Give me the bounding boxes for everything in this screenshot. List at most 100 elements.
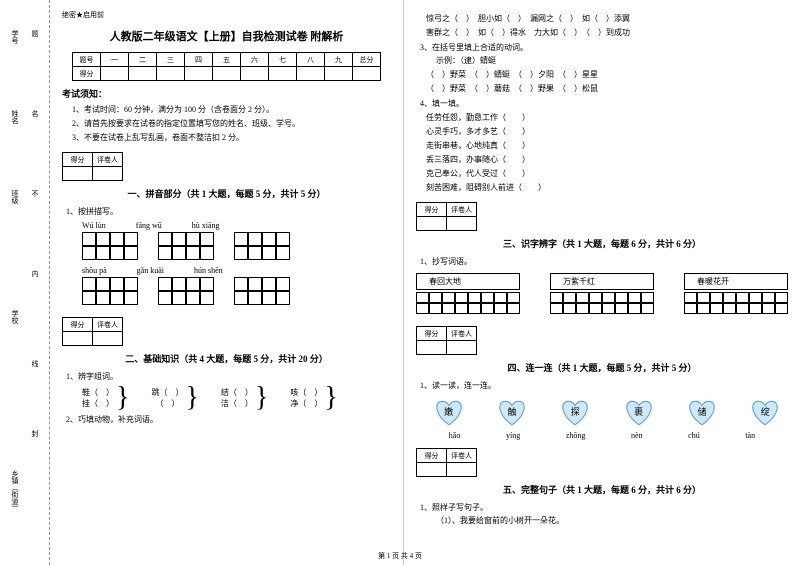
fill-line: 任劳任怨，勤恳工作（ ） xyxy=(426,112,788,123)
fill-line: 刻苦困难，阻碍别人前进（ ） xyxy=(426,182,788,193)
margin-label: 乡镇（街道） xyxy=(10,470,20,512)
question-label: 3、在括号里填上合适的动词。 xyxy=(420,42,788,53)
right-column: 惊弓之（ ） 胆小如（ ） 漏网之（ ） 如（ ）添翼 害群之（ ） 如（ ）得… xyxy=(404,0,800,565)
pinyin: hù xiāng xyxy=(192,221,220,230)
section-4-heading: 四、连一连（共 1 大题，每题 5 分，共计 5 分） xyxy=(416,361,788,374)
pinyin: yíng xyxy=(506,431,520,440)
margin-label: 姓名 xyxy=(10,110,20,124)
pinyin-row: hǎo yíng zhōng nèn chú tàn xyxy=(426,431,778,440)
writing-grid xyxy=(550,292,654,314)
char-grid xyxy=(82,232,138,260)
question-label: 1、按拼描写。 xyxy=(66,206,391,217)
label: 评卷人 xyxy=(447,449,477,463)
notice-item: 2、请首先按要求在试卷的指定位置填写您的姓名、班级、学号。 xyxy=(72,118,391,129)
word-box-row: 春回大地 万紫千红 春暖花开 xyxy=(416,273,788,314)
fill-line: 克己奉公，代人受过（ ） xyxy=(426,168,788,179)
word-box: 万紫千红 xyxy=(550,273,654,290)
margin-mark: 题 xyxy=(30,30,40,37)
char-grid xyxy=(158,277,214,305)
label: 评卷人 xyxy=(93,153,123,167)
label: 评卷人 xyxy=(93,318,123,332)
brace-item: 咳（ ）净（ ）} xyxy=(290,386,339,410)
th: 总分 xyxy=(353,53,381,67)
pinyin: hún shēn xyxy=(194,266,223,275)
char-grid-row xyxy=(82,232,391,260)
question-label: 1、读一读，连一连。 xyxy=(420,380,788,391)
question-label: 4、填一填。 xyxy=(420,98,788,109)
grader-box: 得分评卷人 xyxy=(416,326,477,355)
margin-mark: 内 xyxy=(30,270,40,277)
brace-item: 跳（ ） （ ）} xyxy=(151,386,200,410)
th: 一 xyxy=(101,53,129,67)
margin-label: 学校 xyxy=(10,310,20,324)
margin-label: 学号 xyxy=(10,30,20,44)
label: 得分 xyxy=(63,318,93,332)
score-table: 题号 一 二 三 四 五 六 七 八 九 总分 得分 xyxy=(72,52,381,81)
margin-mark: 封 xyxy=(30,430,40,437)
pinyin: chú xyxy=(688,431,700,440)
section-5-heading: 五、完整句子（共 1 大题，每题 6 分，共计 6 分） xyxy=(416,483,788,496)
example-line: 示例：（逮）蜻蜓 xyxy=(436,55,788,66)
heart-icon: 储 xyxy=(684,397,720,427)
heart-icon: 触 xyxy=(494,397,530,427)
th: 四 xyxy=(185,53,213,67)
left-column: 绝密★启用前 人教版二年级语文【上册】自我检测试卷 附解析 题号 一 二 三 四… xyxy=(50,0,404,565)
secret-label: 绝密★启用前 xyxy=(62,10,391,20)
char-grid xyxy=(82,277,138,305)
th: 五 xyxy=(213,53,241,67)
notice-item: 1、考试时间：60 分钟，满分为 100 分（含卷面分 2 分）。 xyxy=(72,104,391,115)
th: 题号 xyxy=(73,53,101,67)
notice-item: 3、不要在试卷上乱写乱画，卷面不整洁扣 2 分。 xyxy=(72,132,391,143)
label: 评卷人 xyxy=(447,327,477,341)
question-label: 2、巧填动物，补充词语。 xyxy=(66,414,391,425)
section-3-heading: 三、识字辨字（共 1 大题，每题 6 分，共计 6 分） xyxy=(416,237,788,250)
question-label: 1、辨字组词。 xyxy=(66,371,391,382)
word-box-group: 春回大地 xyxy=(416,273,520,314)
char-grid xyxy=(158,232,214,260)
pinyin: zhōng xyxy=(566,431,586,440)
fill-line: （ ）野菜 （ ）蘑菇 （ ）野果 （ ）松鼠 xyxy=(426,83,788,94)
label: 得分 xyxy=(63,153,93,167)
th: 二 xyxy=(129,53,157,67)
pinyin-row: shōu pà gǎn kuài hún shēn xyxy=(82,266,391,275)
fill-line: 走街串巷，心地纯真（ ） xyxy=(426,140,788,151)
fill-line: （ ）野菜 （ ）蜻蜓 （ ）夕阳 （ ）星星 xyxy=(426,69,788,80)
question-label: 1、照样子写句子。 xyxy=(420,502,788,513)
brace-item: 鞋（ ）挂（ ）} xyxy=(82,386,131,410)
pinyin: shōu pà xyxy=(82,266,107,275)
brace-row: 鞋（ ）挂（ ）} 跳（ ） （ ）} 结（ ）洁（ ）} 咳（ ）净（ ）} xyxy=(82,386,391,410)
binding-margin: 学号 题 姓名 名 班级 不 内 学校 线 封 乡镇（街道） xyxy=(0,0,50,565)
char-grid-row xyxy=(82,277,391,305)
page-footer: 第 1 页 共 4 页 xyxy=(0,551,800,561)
example-line: （1）、我要给窗前的小树开一朵花。 xyxy=(436,515,788,526)
th: 六 xyxy=(241,53,269,67)
char-grid xyxy=(234,232,290,260)
td: 得分 xyxy=(73,67,101,81)
word-box-group: 春暖花开 xyxy=(684,273,788,314)
margin-label: 班级 xyxy=(10,190,20,204)
margin-mark: 不 xyxy=(30,190,40,197)
pinyin: Wú lùn xyxy=(82,221,106,230)
label: 评卷人 xyxy=(447,203,477,217)
question-label: 1、抄写词语。 xyxy=(420,256,788,267)
label: 得分 xyxy=(417,327,447,341)
brace-item: 结（ ）洁（ ）} xyxy=(221,386,270,410)
pinyin: hǎo xyxy=(449,431,461,440)
th: 七 xyxy=(269,53,297,67)
section-2-heading: 二、基础知识（共 4 大题，每题 5 分，共计 20 分） xyxy=(62,352,391,365)
exam-title: 人教版二年级语文【上册】自我检测试卷 附解析 xyxy=(62,28,391,44)
heart-icon: 绽 xyxy=(747,397,783,427)
grader-box: 得分评卷人 xyxy=(416,202,477,231)
th: 八 xyxy=(297,53,325,67)
grader-box: 得分评卷人 xyxy=(62,152,123,181)
heart-icon: 探 xyxy=(557,397,593,427)
pinyin-row: Wú lùn fáng wū hù xiāng xyxy=(82,221,391,230)
word-box-group: 万紫千红 xyxy=(550,273,654,314)
writing-grid xyxy=(684,292,788,314)
fill-line: 害群之（ ） 如（ ）得水 力大如（ ） （ ）到成功 xyxy=(426,27,788,38)
heart-icon: 嫩 xyxy=(431,397,467,427)
section-1-heading: 一、拼音部分（共 1 大题，每题 5 分，共计 5 分） xyxy=(62,187,391,200)
th: 九 xyxy=(325,53,353,67)
hearts-row: 嫩 触 探 裹 储 绽 xyxy=(426,397,788,427)
heart-icon: 裹 xyxy=(621,397,657,427)
